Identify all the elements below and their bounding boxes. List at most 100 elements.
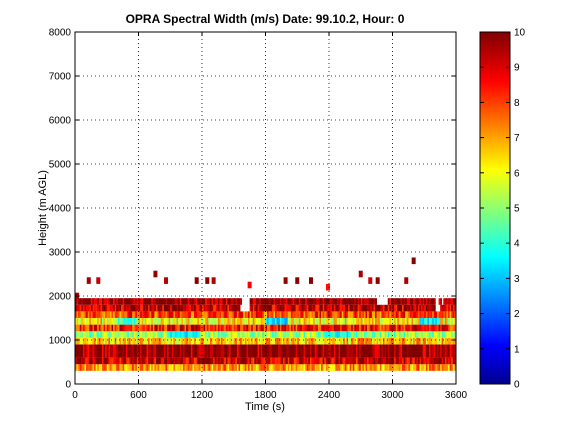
heatmap-cell — [267, 298, 270, 305]
heatmap-cell — [379, 364, 382, 371]
heatmap-cell — [121, 364, 123, 371]
heatmap-cell — [128, 344, 131, 358]
heatmap-cell — [162, 331, 165, 338]
heatmap-cell — [108, 298, 111, 305]
heatmap-cell — [230, 344, 233, 358]
heatmap-cell — [244, 331, 247, 338]
heatmap-cell — [306, 337, 309, 345]
heatmap-cell — [262, 324, 265, 332]
heatmap-cell — [340, 298, 343, 305]
heatmap-cell — [149, 304, 152, 312]
heatmap-cell — [311, 298, 314, 305]
heatmap-cell — [160, 318, 163, 325]
heatmap-cell — [435, 357, 438, 365]
heatmap-cell — [113, 324, 116, 332]
heatmap-cell — [101, 324, 104, 332]
heatmap-cell — [248, 344, 250, 358]
heatmap-cell — [97, 357, 100, 365]
heatmap-cell — [316, 344, 319, 358]
heatmap-cell — [149, 357, 152, 365]
heatmap-cell — [182, 357, 185, 365]
heatmap-cell — [287, 304, 290, 312]
heatmap-cell — [365, 311, 368, 318]
heatmap-cell — [84, 318, 87, 325]
heatmap-cell — [389, 357, 392, 365]
heatmap-cell — [397, 311, 400, 318]
heatmap-cell — [295, 364, 298, 371]
heatmap-cell — [360, 364, 363, 371]
heatmap-cell — [368, 324, 371, 332]
heatmap-cell — [219, 318, 222, 325]
heatmap-cell — [411, 344, 414, 358]
heatmap-cell — [452, 298, 455, 305]
heatmap-cell — [429, 311, 431, 318]
heatmap-cell — [119, 304, 122, 312]
heatmap-cell — [406, 324, 409, 332]
heatmap-cell — [252, 298, 255, 305]
heatmap-cell — [355, 337, 358, 345]
heatmap-cell — [378, 337, 381, 345]
heatmap-cell — [387, 311, 390, 318]
heatmap-cell — [343, 364, 346, 371]
heatmap-cell — [241, 324, 244, 332]
heatmap-cell — [321, 357, 323, 365]
heatmap-cell — [98, 318, 101, 325]
heatmap-cell — [446, 318, 449, 325]
heatmap-cell — [351, 311, 354, 318]
heatmap-cell — [371, 337, 374, 345]
heatmap-cell — [211, 331, 214, 338]
heatmap-cell — [259, 331, 262, 338]
heatmap-cell — [184, 357, 187, 365]
heatmap-cell — [305, 344, 308, 358]
heatmap-cell — [78, 298, 81, 305]
heatmap-cell — [395, 298, 398, 305]
heatmap-cell — [100, 337, 103, 345]
heatmap-cell — [300, 364, 303, 371]
heatmap-cell — [228, 364, 231, 371]
heatmap-cell — [146, 298, 149, 305]
heatmap-cell — [297, 324, 300, 332]
heatmap-cell — [290, 324, 293, 332]
heatmap-cell — [92, 357, 95, 365]
heatmap-cell — [260, 357, 263, 365]
heatmap-cell — [198, 311, 201, 318]
heatmap-cell — [189, 298, 192, 305]
heatmap-cell — [297, 311, 300, 318]
heatmap-cell — [421, 311, 424, 318]
heatmap-cell — [327, 344, 330, 358]
heatmap-cell — [189, 364, 192, 371]
heatmap-cell — [279, 364, 282, 371]
heatmap-cell — [205, 357, 208, 365]
heatmap-cell — [286, 337, 289, 345]
heatmap-cell — [171, 337, 174, 345]
heatmap-cell — [182, 331, 185, 338]
heatmap-cell — [376, 324, 379, 332]
heatmap-cell — [317, 331, 320, 338]
heatmap-cell — [276, 357, 279, 365]
heatmap-cell — [103, 364, 106, 371]
heatmap-cell — [325, 337, 328, 345]
heatmap-cell — [422, 318, 425, 325]
heatmap-cell — [140, 364, 143, 371]
heatmap-cell — [448, 298, 450, 305]
heatmap-cell — [332, 318, 335, 325]
heatmap-cell — [265, 318, 268, 325]
heatmap-cell — [125, 344, 128, 358]
heatmap-cell — [405, 331, 408, 338]
heatmap-cell — [236, 311, 239, 318]
heatmap-cell — [324, 298, 327, 305]
heatmap-cell — [325, 298, 328, 305]
heatmap-cell — [162, 337, 165, 345]
heatmap-cell — [319, 298, 322, 305]
heatmap-cell — [446, 324, 449, 332]
heatmap-cell — [222, 357, 225, 365]
heatmap-cell — [308, 318, 311, 325]
heatmap-cell — [413, 298, 416, 305]
heatmap-cell — [281, 304, 284, 312]
heatmap-cell — [194, 298, 196, 305]
heatmap-cell — [303, 337, 306, 345]
heatmap-cell — [417, 311, 420, 318]
heatmap-cell — [362, 344, 365, 358]
heatmap-cell — [324, 337, 327, 345]
heatmap-cell — [355, 364, 358, 371]
